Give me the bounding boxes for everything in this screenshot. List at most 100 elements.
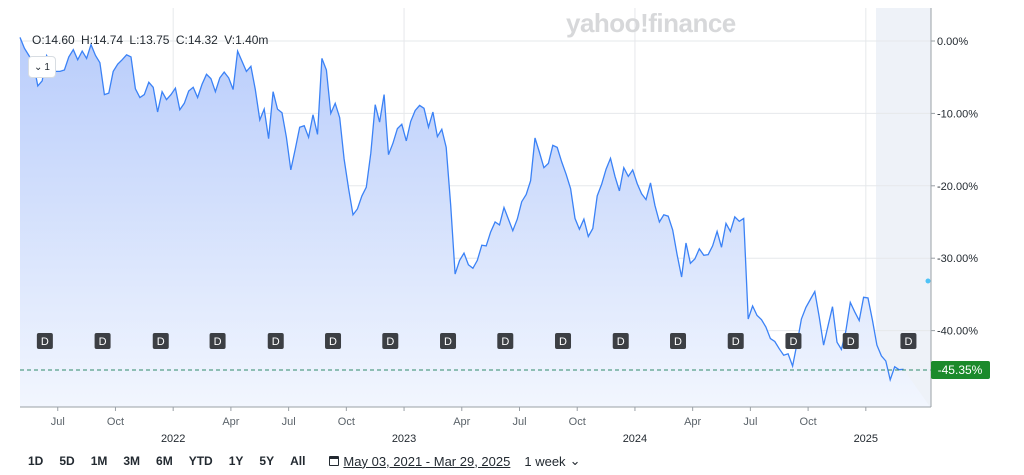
dividend-marker[interactable]: D	[209, 333, 226, 349]
x-tick-label-year: 2024	[623, 433, 647, 445]
dividend-marker-box	[382, 333, 399, 349]
y-axis-ticks: 0.00% -10.00% -20.00% -30.00% -40.00%	[931, 36, 978, 338]
dividend-marker-label: D	[329, 336, 337, 348]
dividend-marker[interactable]: D	[612, 333, 629, 349]
x-tick-label-month: Oct	[338, 416, 355, 428]
dividend-marker-box	[152, 333, 169, 349]
range-5d-button[interactable]: 5D	[59, 454, 75, 468]
dividend-marker-label: D	[617, 336, 625, 348]
dividend-marker-label: D	[41, 336, 49, 348]
dividend-marker[interactable]: D	[267, 333, 284, 349]
x-tick-label-year: 2022	[161, 433, 185, 445]
close-value: C:14.32	[175, 33, 218, 47]
range-5y-button[interactable]: 5Y	[259, 454, 275, 468]
dividend-marker[interactable]: D	[94, 333, 111, 349]
dividend-marker-label: D	[272, 336, 280, 348]
calendar-icon	[329, 456, 340, 466]
x-tick-label-month: Jul	[282, 416, 296, 428]
dividend-marker-box	[612, 333, 629, 349]
yahoo-finance-logo: yahoo!finance	[566, 8, 736, 38]
x-tick-label-month: Oct	[107, 416, 124, 428]
x-tick-label-month: Oct	[569, 416, 586, 428]
x-tick-label-month: Jul	[743, 416, 757, 428]
dividend-marker-label: D	[559, 336, 567, 348]
dividend-marker[interactable]: D	[727, 333, 744, 349]
dividend-marker-label: D	[501, 336, 509, 348]
x-tick-label-month: Apr	[453, 416, 470, 428]
x-tick-label-month: Apr	[684, 416, 701, 428]
dividend-marker[interactable]: D	[36, 333, 53, 349]
dividend-marker-label: D	[732, 336, 740, 348]
dividend-marker-label: D	[847, 336, 855, 348]
dividend-marker[interactable]: D	[152, 333, 169, 349]
x-tick-label-year: 2023	[392, 433, 416, 445]
chevron-down-icon: ⌄	[34, 61, 43, 73]
low-value: L:13.75	[129, 33, 170, 47]
interval-select[interactable]: 1 week ⌄	[524, 453, 580, 469]
x-axis-ticks: Jul Oct Apr Jul Oct Apr Jul Oct Apr Jul Oct 2022 202…	[51, 407, 878, 445]
volume-value: V:1.40m	[224, 33, 269, 47]
dividend-marker-box	[94, 333, 111, 349]
x-tick-label-month: Oct	[800, 416, 817, 428]
open-value: O:14.60	[32, 33, 75, 47]
range-all-button[interactable]: All	[290, 454, 306, 468]
chevron-down-icon: ⌄	[569, 453, 581, 468]
dividend-marker-box	[267, 333, 284, 349]
dividend-marker-box	[785, 333, 802, 349]
dividend-marker-box	[842, 333, 859, 349]
range-1d-button[interactable]: 1D	[28, 454, 44, 468]
dividend-marker[interactable]: D	[785, 333, 802, 349]
x-tick-label-month: Apr	[222, 416, 239, 428]
dividend-marker-label: D	[789, 336, 797, 348]
ohlc-readout: O:14.60 H:14.74 L:13.75 C:14.32 V:1.40m	[32, 33, 271, 47]
dividend-marker-label: D	[99, 336, 107, 348]
y-tick-label: -10.00%	[937, 108, 978, 120]
x-tick-label-month: Jul	[51, 416, 65, 428]
indicator-collapse-button[interactable]: ⌄ 1	[28, 56, 56, 78]
dividend-marker[interactable]: D	[325, 333, 342, 349]
price-line	[19, 37, 904, 383]
dividend-marker[interactable]: D	[555, 333, 572, 349]
price-area	[20, 37, 931, 408]
y-tick-label: -40.00%	[937, 326, 978, 338]
date-range-picker[interactable]: May 03, 2021 - Mar 29, 2025	[329, 454, 510, 469]
x-tick-label-month: Jul	[512, 416, 526, 428]
y-tick-label: -30.00%	[937, 253, 978, 265]
y-tick-label: -20.00%	[937, 181, 978, 193]
dividend-marker[interactable]: D	[440, 333, 457, 349]
dividend-marker-box	[209, 333, 226, 349]
dividend-marker-box	[555, 333, 572, 349]
dividend-marker[interactable]: D	[842, 333, 859, 349]
dividend-marker[interactable]: D	[670, 333, 687, 349]
dividend-marker-box	[440, 333, 457, 349]
dividend-marker-box	[36, 333, 53, 349]
dividend-marker-box	[670, 333, 687, 349]
dividend-marker-label: D	[444, 336, 452, 348]
dividend-marker-box	[900, 333, 917, 349]
dividend-marker-box	[497, 333, 514, 349]
range-6m-button[interactable]: 6M	[156, 454, 173, 468]
dividend-marker-label: D	[214, 336, 222, 348]
dividend-marker[interactable]: D	[497, 333, 514, 349]
dividend-marker[interactable]: D	[382, 333, 399, 349]
range-1m-button[interactable]: 1M	[90, 454, 108, 468]
crosshair-dot	[925, 278, 931, 284]
dividend-marker-label: D	[674, 336, 682, 348]
dividend-marker-box	[727, 333, 744, 349]
chart-toolbar: 1D 5D 1M 3M 6M YTD 1Y 5Y All May 03, 202…	[20, 450, 580, 472]
current-price-label: -45.35%	[938, 363, 983, 377]
date-range-text: May 03, 2021 - Mar 29, 2025	[343, 453, 511, 469]
range-1y-button[interactable]: 1Y	[228, 454, 244, 468]
range-3m-button[interactable]: 3M	[123, 454, 141, 468]
dividend-marker-box	[325, 333, 342, 349]
x-tick-label-year: 2025	[854, 433, 878, 445]
dividend-marker-label: D	[386, 336, 394, 348]
current-price-badge: -45.35%	[931, 361, 990, 379]
indicator-count: 1	[44, 61, 50, 73]
dividend-marker-label: D	[157, 336, 165, 348]
interval-value: 1 week	[524, 453, 566, 469]
range-ytd-button[interactable]: YTD	[188, 454, 213, 468]
dividend-marker[interactable]: D	[900, 333, 917, 349]
